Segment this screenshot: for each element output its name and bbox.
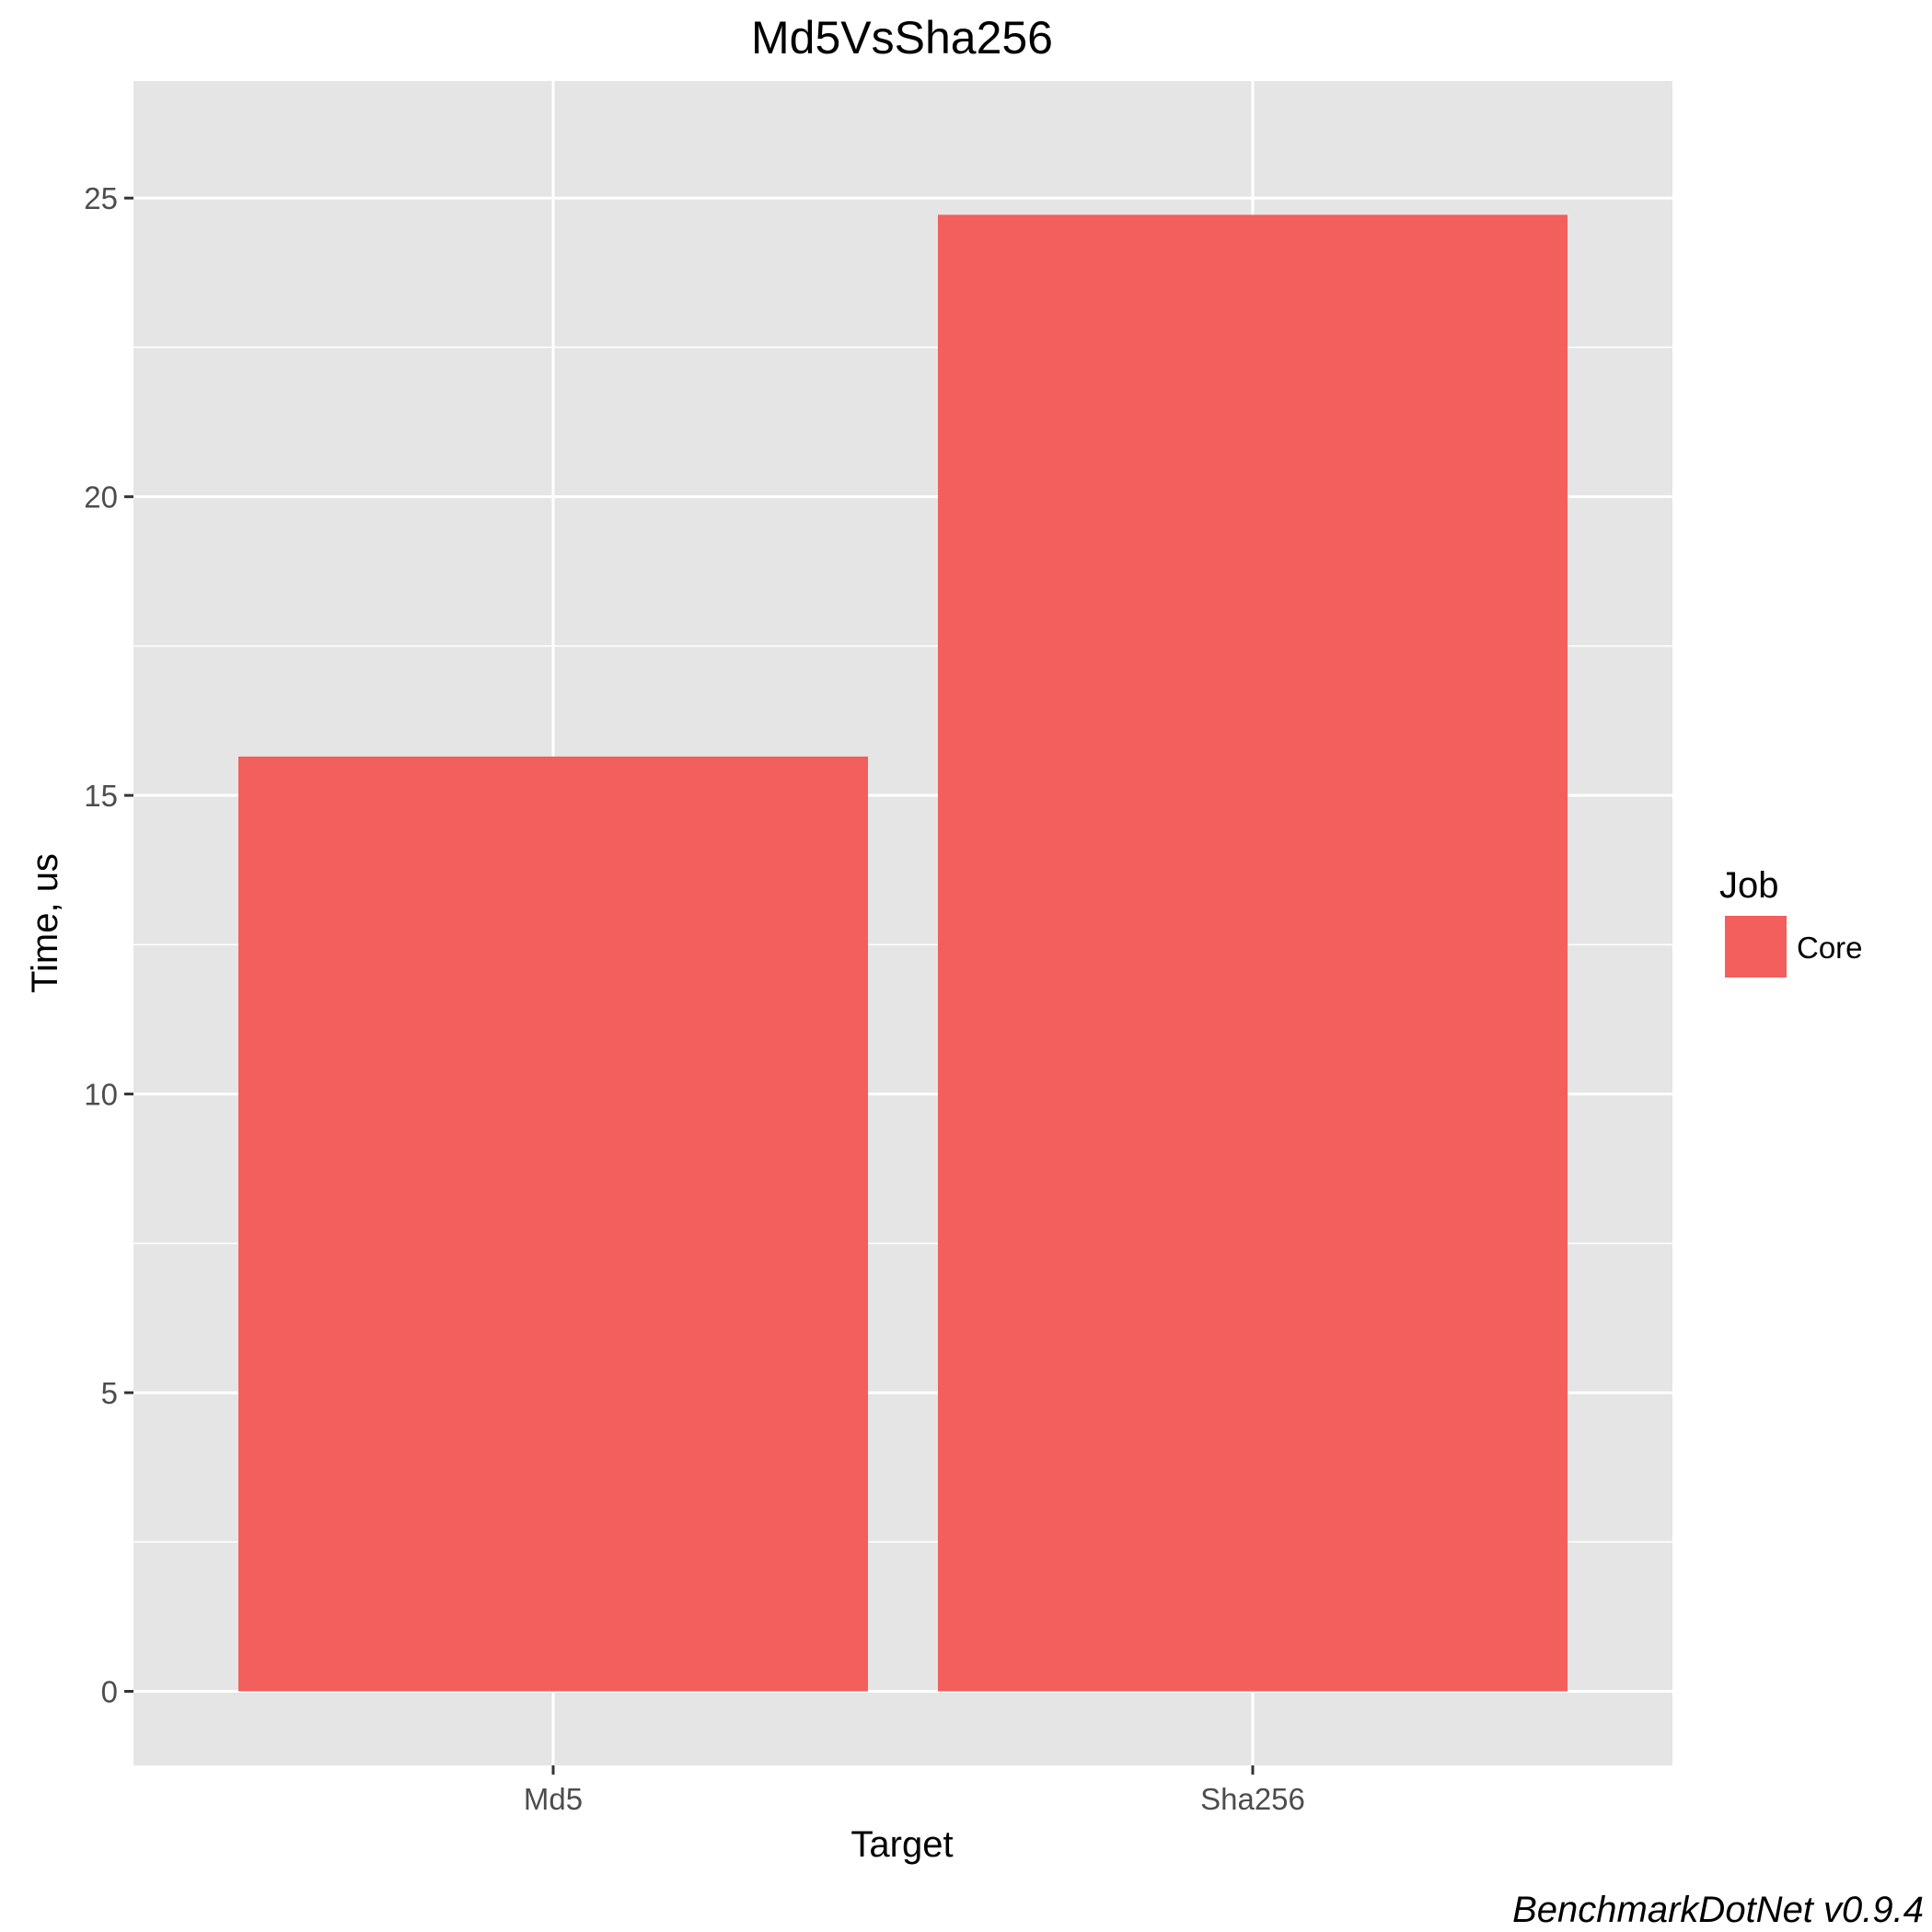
y-tick-label: 5 bbox=[101, 1376, 118, 1410]
legend: Job Core bbox=[1719, 865, 1863, 978]
y-tick-label: 15 bbox=[84, 779, 118, 813]
y-tick-label: 20 bbox=[84, 480, 118, 515]
axes: 0 5 10 15 20 25 Md5 Sha256 bbox=[84, 181, 1305, 1816]
x-tick-label: Md5 bbox=[524, 1782, 583, 1816]
x-tick-label: Sha256 bbox=[1200, 1782, 1305, 1816]
y-tick-label: 10 bbox=[84, 1078, 118, 1112]
bar-sha256 bbox=[938, 214, 1568, 1692]
legend-title: Job bbox=[1719, 865, 1779, 906]
chart-title: Md5VsSha256 bbox=[751, 12, 1053, 64]
y-tick-label: 0 bbox=[101, 1675, 118, 1709]
y-axis-label: Time, us bbox=[25, 853, 65, 993]
caption: BenchmarkDotNet v0.9.4 bbox=[1512, 1890, 1924, 1930]
legend-label-core: Core bbox=[1797, 931, 1863, 965]
x-axis-label: Target bbox=[850, 1824, 953, 1865]
y-tick-label: 25 bbox=[84, 181, 118, 215]
bars bbox=[238, 214, 1568, 1692]
legend-key-core bbox=[1725, 916, 1787, 978]
bar-md5 bbox=[238, 756, 868, 1692]
